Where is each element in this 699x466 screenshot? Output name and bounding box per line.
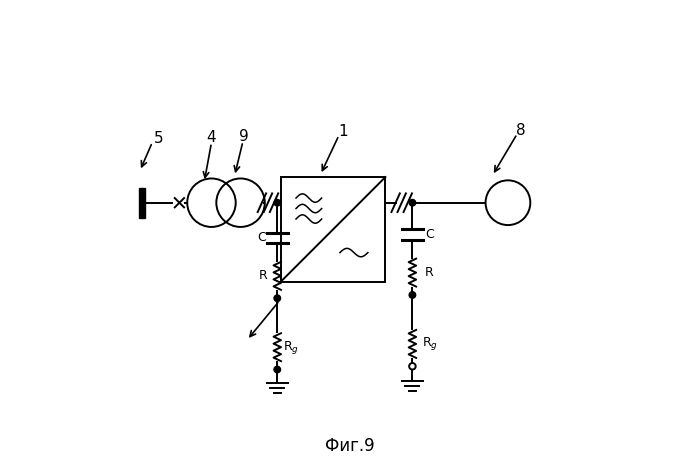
Text: R$_g$: R$_g$ bbox=[422, 336, 438, 352]
Circle shape bbox=[274, 199, 280, 206]
Text: R$_g$: R$_g$ bbox=[283, 339, 299, 356]
Circle shape bbox=[409, 199, 416, 206]
Bar bbox=[139, 188, 145, 218]
Text: Фиг.9: Фиг.9 bbox=[325, 438, 374, 455]
Text: 1: 1 bbox=[338, 124, 347, 139]
Text: C: C bbox=[426, 228, 435, 241]
Text: R: R bbox=[259, 269, 268, 282]
Text: 9: 9 bbox=[239, 129, 249, 144]
Text: 5: 5 bbox=[154, 131, 164, 146]
Circle shape bbox=[274, 366, 280, 373]
Text: C: C bbox=[257, 231, 266, 244]
Text: 8: 8 bbox=[516, 123, 526, 137]
Circle shape bbox=[409, 363, 416, 370]
Circle shape bbox=[274, 295, 280, 302]
Circle shape bbox=[409, 292, 416, 298]
Text: R: R bbox=[424, 266, 433, 279]
Bar bbox=[280, 177, 385, 282]
Text: 4: 4 bbox=[207, 130, 216, 145]
